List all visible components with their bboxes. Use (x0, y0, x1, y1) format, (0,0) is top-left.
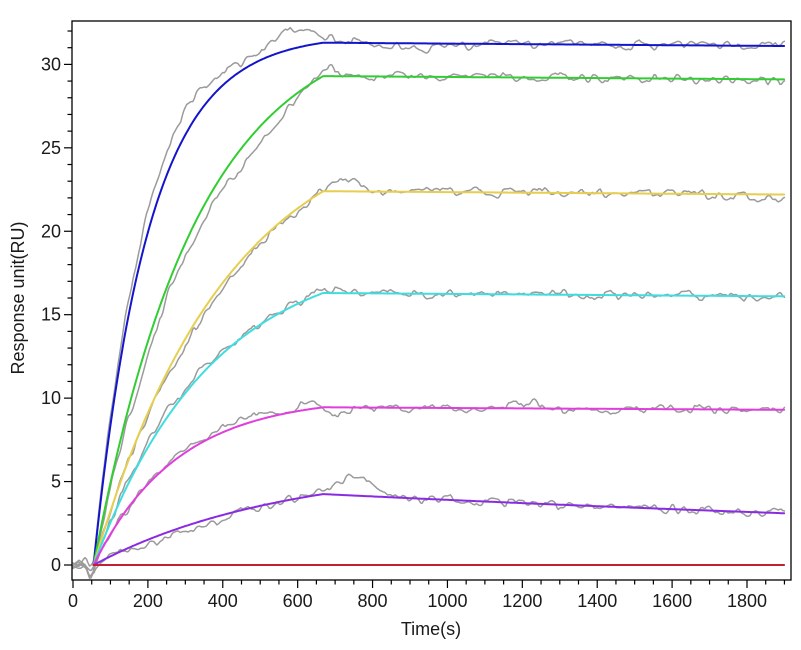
fit-curve-5 (92, 406, 786, 566)
fit-curve-1 (92, 41, 786, 566)
y-tick-label: 20 (41, 221, 61, 241)
y-tick-label: 25 (41, 138, 61, 158)
y-tick-label: 15 (41, 305, 61, 325)
axes (64, 20, 792, 588)
x-tick-label: 1800 (727, 591, 767, 611)
fit-curve-3 (92, 190, 786, 566)
raw-trace-3 (72, 177, 786, 579)
fit-curves (92, 41, 786, 566)
x-tick-label: 1400 (577, 591, 617, 611)
x-tick-label: 1000 (427, 591, 467, 611)
fit-curve-4 (92, 292, 786, 566)
x-tick-label: 1600 (652, 591, 692, 611)
y-tick-label: 0 (51, 555, 61, 575)
fit-curve-6 (92, 493, 786, 566)
y-axis-title: Response unit(RU) (8, 221, 28, 374)
tick-labels: 0 200 400 600 800 1000 1200 1400 1600 1800 0 5 10 15 2… (41, 54, 767, 611)
x-tick-label: 1200 (502, 591, 542, 611)
raw-trace-6 (72, 473, 786, 578)
y-tick-label: 10 (41, 388, 61, 408)
raw-data-traces (72, 26, 786, 579)
y-tick-label: 5 (51, 472, 61, 492)
fit-curve-2 (92, 75, 786, 566)
x-tick-label: 800 (358, 591, 388, 611)
raw-trace-5 (72, 398, 786, 578)
x-tick-label: 200 (133, 591, 163, 611)
x-tick-label: 400 (208, 591, 238, 611)
x-axis-title: Time(s) (401, 619, 461, 639)
plot-frame (71, 20, 792, 581)
x-tick-label: 0 (68, 591, 78, 611)
x-tick-label: 600 (283, 591, 313, 611)
y-tick-label: 30 (41, 54, 61, 74)
